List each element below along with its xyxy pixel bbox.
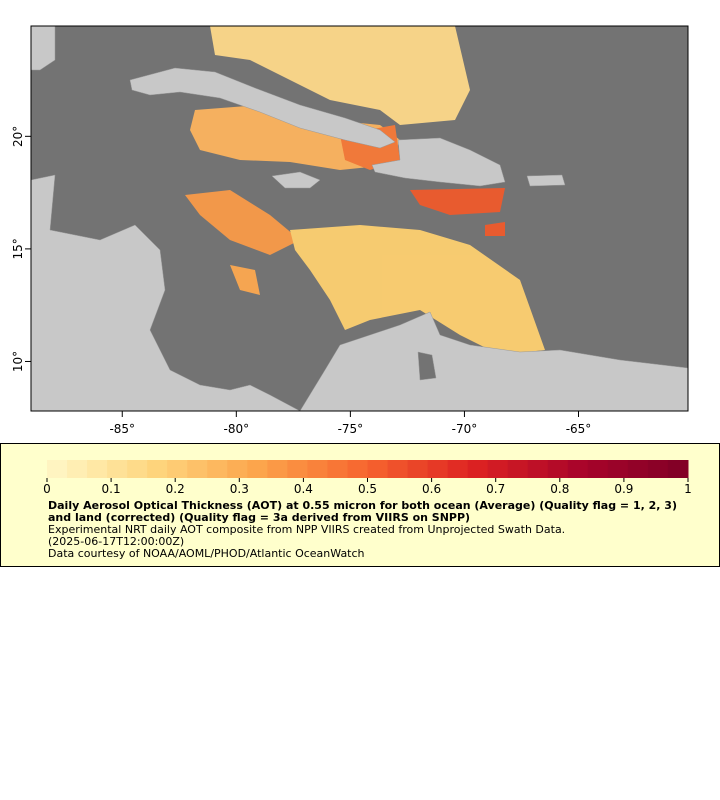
colorbar-tick-label: 0.1 (102, 482, 121, 496)
colorbar-swatch (607, 460, 629, 478)
colorbar-swatch (507, 460, 529, 478)
colorbar-swatch (467, 460, 489, 478)
colorbar-tick-label: 0 (43, 482, 51, 496)
cuba (129, 67, 396, 149)
x-tick-label: -85° (109, 422, 135, 436)
colorbar-swatch (147, 460, 168, 478)
caption: Daily Aerosol Optical Thickness (AOT) at… (48, 500, 678, 560)
colorbar-swatch (267, 460, 288, 478)
x-tick-label: -65° (566, 422, 592, 436)
colorbar-swatch (247, 460, 268, 478)
aerosol-region (410, 188, 505, 215)
colorbar-swatch (87, 460, 108, 478)
colorbar-swatch (367, 460, 389, 478)
colorbar-swatch (427, 460, 449, 478)
y-tick-label: 15° (11, 238, 25, 259)
y-tick-label: 20° (11, 126, 25, 147)
colorbar-swatch (527, 460, 549, 478)
caption-line: (2025-06-17T12:00:00Z) (48, 535, 185, 548)
x-tick-label: -80° (224, 422, 250, 436)
south-america (299, 311, 689, 412)
colorbar: 0 0.1 0.2 0.3 0.4 0.5 0.6 0.7 0.8 0.9 1 (43, 460, 692, 496)
jamaica (271, 171, 321, 189)
colorbar-swatch (167, 460, 188, 478)
colorbar-swatch (407, 460, 429, 478)
lake-maracaibo (417, 351, 437, 381)
colorbar-swatch (287, 460, 308, 478)
y-tick-label: 10° (11, 351, 25, 372)
colorbar-tick-label: 0.9 (614, 482, 633, 496)
colorbar-swatch (587, 460, 609, 478)
colorbar-swatch (547, 460, 569, 478)
colorbar-tick-label: 0.2 (166, 482, 185, 496)
colorbar-swatch (487, 460, 509, 478)
aerosol-region (230, 265, 260, 295)
colorbar-swatch (567, 460, 589, 478)
colorbar-tick-label: 0.3 (230, 482, 249, 496)
x-tick-label: -75° (338, 422, 364, 436)
aerosol-region (210, 26, 470, 125)
caption-line: Experimental NRT daily AOT composite fro… (48, 523, 566, 536)
colorbar-swatch (207, 460, 228, 478)
aerosol-layer (185, 26, 545, 355)
axes: -85° -80° -75° -70° -65° 10° 15° 20° (11, 126, 591, 436)
x-tick-label: -70° (452, 422, 478, 436)
land (30, 25, 689, 412)
caption-title: Daily Aerosol Optical Thickness (AOT) at… (48, 499, 677, 524)
colorbar-swatch (647, 460, 669, 478)
map-frame (30, 25, 689, 412)
colorbar-swatch (387, 460, 409, 478)
central-america (30, 174, 301, 412)
colorbar-swatch (627, 460, 649, 478)
colorbar-swatch (347, 460, 368, 478)
colorbar-tick-label: 0.8 (550, 482, 569, 496)
colorbar-swatch (447, 460, 469, 478)
colorbar-tick-label: 0.7 (486, 482, 505, 496)
colorbar-tick-label: 0.6 (422, 482, 441, 496)
puerto-rico (526, 174, 566, 187)
aerosol-region (185, 190, 300, 255)
aerosol-region (485, 222, 505, 236)
colorbar-swatch (307, 460, 328, 478)
aerosol-region (290, 225, 545, 355)
caption-line: Data courtesy of NOAA/AOML/PHOD/Atlantic… (48, 547, 365, 560)
hispaniola (371, 137, 506, 187)
colorbar-swatch (107, 460, 128, 478)
colorbar-swatch (667, 460, 689, 478)
colorbar-tick-label: 0.5 (358, 482, 377, 496)
colorbar-swatch (47, 460, 68, 478)
map (30, 25, 689, 412)
colorbar-tick-label: 0.4 (294, 482, 313, 496)
colorbar-swatch (227, 460, 248, 478)
colorbar-swatch (127, 460, 148, 478)
colorbar-tick-label: 1 (684, 482, 692, 496)
colorbar-swatch (327, 460, 348, 478)
colorbar-swatch (67, 460, 88, 478)
colorbar-swatch (187, 460, 208, 478)
